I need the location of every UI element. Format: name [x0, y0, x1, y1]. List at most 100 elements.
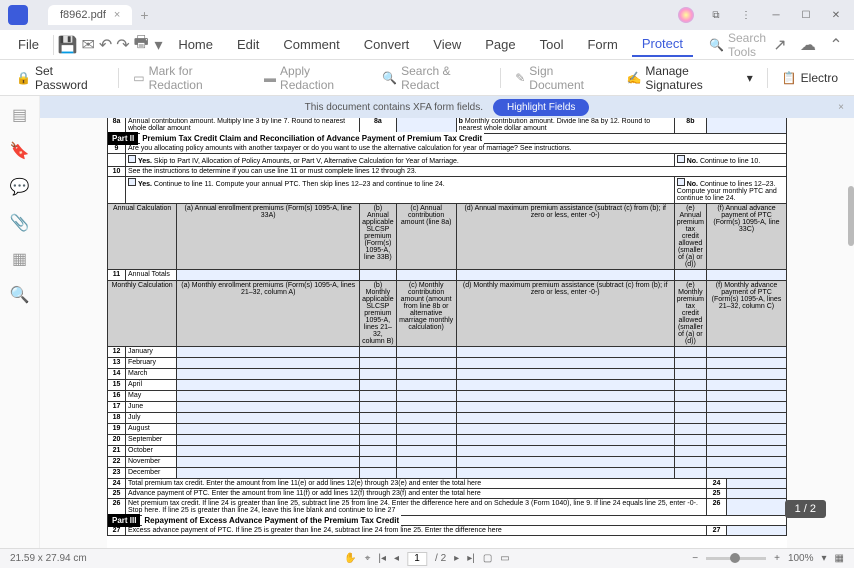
document-tab[interactable]: f8962.pdf × — [48, 5, 132, 25]
file-menu[interactable]: File — [8, 33, 49, 56]
input-12d[interactable] — [456, 347, 674, 358]
input-24[interactable] — [727, 479, 787, 489]
expand-icon[interactable]: ⌃ — [826, 35, 846, 55]
menu-comment[interactable]: Comment — [273, 33, 349, 56]
zoom-out-icon[interactable]: − — [692, 553, 698, 564]
zoom-in-icon[interactable]: + — [774, 553, 780, 564]
input-20d[interactable] — [456, 435, 674, 446]
apply-redaction-button[interactable]: ▬ Apply Redaction — [258, 60, 368, 96]
minimize-icon[interactable]: ─ — [762, 5, 790, 25]
input-20b[interactable] — [360, 435, 397, 446]
input-15c[interactable] — [396, 380, 456, 391]
input-26[interactable] — [727, 499, 787, 516]
input-19a[interactable] — [177, 424, 360, 435]
input-18b[interactable] — [360, 413, 397, 424]
menu-page[interactable]: Page — [475, 33, 525, 56]
input-14b[interactable] — [360, 369, 397, 380]
zoom-dropdown-icon[interactable]: ▾ — [822, 553, 827, 564]
scrollbar[interactable] — [848, 186, 854, 246]
prev-page-icon[interactable]: ◂ — [394, 553, 399, 564]
input-12a[interactable] — [177, 347, 360, 358]
input-14c[interactable] — [396, 369, 456, 380]
first-page-icon[interactable]: |◂ — [378, 553, 386, 564]
menu-protect[interactable]: Protect — [632, 32, 693, 57]
fit-page-icon[interactable]: ▢ — [483, 553, 492, 564]
input-21c[interactable] — [396, 446, 456, 457]
menu-convert[interactable]: Convert — [354, 33, 420, 56]
input-8a[interactable] — [396, 117, 456, 134]
save-icon[interactable]: 💾 — [58, 35, 78, 55]
input-11c[interactable] — [396, 270, 456, 281]
input-21b[interactable] — [360, 446, 397, 457]
ai-icon[interactable] — [672, 5, 700, 25]
print-icon[interactable]: 🖶 — [134, 35, 149, 55]
input-23f[interactable] — [707, 468, 787, 479]
input-20c[interactable] — [396, 435, 456, 446]
input-15a[interactable] — [177, 380, 360, 391]
form-icon[interactable]: ▦ — [11, 250, 29, 268]
input-18e[interactable] — [674, 413, 706, 424]
view-mode-icon[interactable]: ▦ — [835, 553, 844, 564]
dropdown-icon[interactable]: ▾ — [153, 35, 165, 55]
sign-document-button[interactable]: ✎ Sign Document — [509, 60, 612, 96]
document-viewport[interactable]: This document contains XFA form fields. … — [40, 96, 854, 548]
checkbox-10-yes[interactable] — [128, 178, 136, 186]
input-11e[interactable] — [674, 270, 706, 281]
last-page-icon[interactable]: ▸| — [467, 553, 475, 564]
close-window-icon[interactable]: ✕ — [822, 5, 850, 25]
input-20e[interactable] — [674, 435, 706, 446]
external-icon[interactable]: ⧉ — [702, 5, 730, 25]
search-redact-button[interactable]: 🔍 Search & Redact — [376, 60, 492, 96]
input-13b[interactable] — [360, 358, 397, 369]
input-13a[interactable] — [177, 358, 360, 369]
more-icon[interactable]: ⋮ — [732, 5, 760, 25]
input-23c[interactable] — [396, 468, 456, 479]
input-17e[interactable] — [674, 402, 706, 413]
input-16b[interactable] — [360, 391, 397, 402]
comment-icon[interactable]: 💬 — [11, 178, 29, 196]
checkbox-10-no[interactable] — [677, 178, 685, 186]
input-13e[interactable] — [674, 358, 706, 369]
menu-tool[interactable]: Tool — [530, 33, 574, 56]
mail-icon[interactable]: ✉ — [81, 35, 94, 55]
input-13f[interactable] — [707, 358, 787, 369]
input-22a[interactable] — [177, 457, 360, 468]
page-input[interactable] — [407, 552, 427, 566]
input-12c[interactable] — [396, 347, 456, 358]
input-8b[interactable] — [707, 117, 787, 134]
bookmark-icon[interactable]: 🔖 — [11, 142, 29, 160]
electro-button[interactable]: 📋 Electro — [776, 67, 844, 89]
input-12b[interactable] — [360, 347, 397, 358]
input-19b[interactable] — [360, 424, 397, 435]
attachment-icon[interactable]: 📎 — [11, 214, 29, 232]
input-14e[interactable] — [674, 369, 706, 380]
input-17b[interactable] — [360, 402, 397, 413]
checkbox-9-no[interactable] — [677, 155, 685, 163]
input-13c[interactable] — [396, 358, 456, 369]
input-19d[interactable] — [456, 424, 674, 435]
input-15b[interactable] — [360, 380, 397, 391]
input-15f[interactable] — [707, 380, 787, 391]
menu-form[interactable]: Form — [577, 33, 627, 56]
input-20a[interactable] — [177, 435, 360, 446]
input-19c[interactable] — [396, 424, 456, 435]
input-14f[interactable] — [707, 369, 787, 380]
input-21e[interactable] — [674, 446, 706, 457]
input-22b[interactable] — [360, 457, 397, 468]
input-15d[interactable] — [456, 380, 674, 391]
input-17c[interactable] — [396, 402, 456, 413]
input-21d[interactable] — [456, 446, 674, 457]
thumbnails-icon[interactable]: ▤ — [11, 106, 29, 124]
highlight-fields-button[interactable]: Highlight Fields — [493, 99, 589, 116]
input-21a[interactable] — [177, 446, 360, 457]
input-14d[interactable] — [456, 369, 674, 380]
maximize-icon[interactable]: ☐ — [792, 5, 820, 25]
checkbox-9-yes[interactable] — [128, 155, 136, 163]
input-27[interactable] — [727, 526, 787, 536]
input-16d[interactable] — [456, 391, 674, 402]
manage-signatures-button[interactable]: ✍ Manage Signatures ▾ — [620, 60, 758, 96]
input-11a[interactable] — [177, 270, 360, 281]
set-password-button[interactable]: 🔒 Set Password — [10, 60, 110, 96]
close-tab-icon[interactable]: × — [114, 9, 120, 21]
input-22d[interactable] — [456, 457, 674, 468]
